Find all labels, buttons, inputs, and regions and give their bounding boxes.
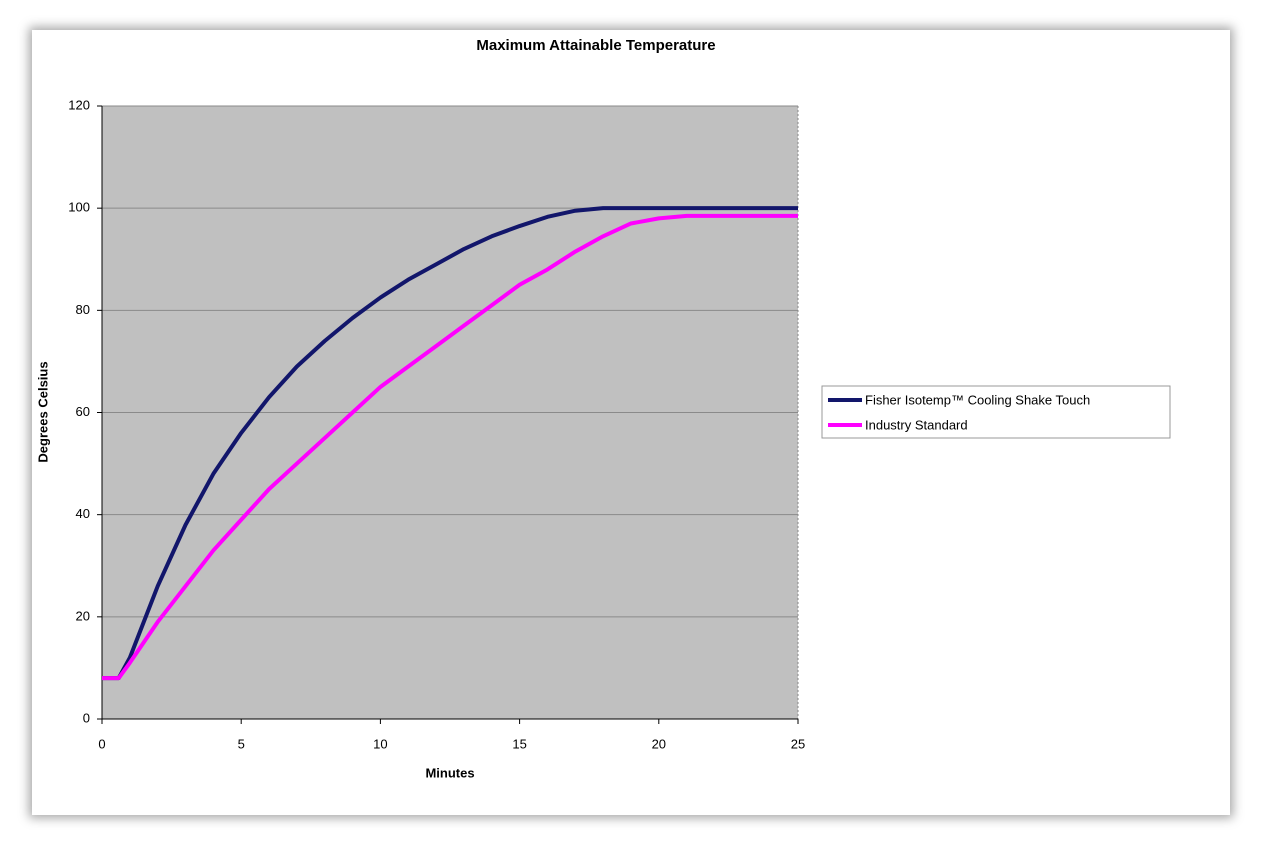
y-tick-label: 0	[83, 710, 90, 725]
series-line	[102, 206, 798, 681]
x-tick-label: 15	[512, 736, 526, 751]
x-tick-label: 5	[238, 736, 245, 751]
legend-label: Industry Standard	[865, 417, 968, 432]
y-tick-label: 100	[68, 200, 90, 215]
x-tick-label: 0	[98, 736, 105, 751]
y-axis-label: Degrees Celsius	[35, 361, 50, 462]
y-tick-label: 60	[76, 404, 90, 419]
legend-box	[821, 385, 1171, 439]
y-tick-label: 80	[76, 302, 90, 317]
chart-title: Maximum Attainable Temperature	[476, 37, 715, 54]
legend-label: Fisher Isotemp™ Cooling Shake Touch	[865, 392, 1090, 407]
x-tick-label: 20	[652, 736, 666, 751]
series-line	[102, 213, 798, 681]
x-tick-label: 25	[791, 736, 805, 751]
x-axis-label: Minutes	[425, 765, 474, 780]
y-tick-label: 40	[76, 506, 90, 521]
y-tick-label: 20	[76, 608, 90, 623]
y-tick-label: 120	[68, 97, 90, 112]
x-tick-label: 10	[373, 736, 387, 751]
